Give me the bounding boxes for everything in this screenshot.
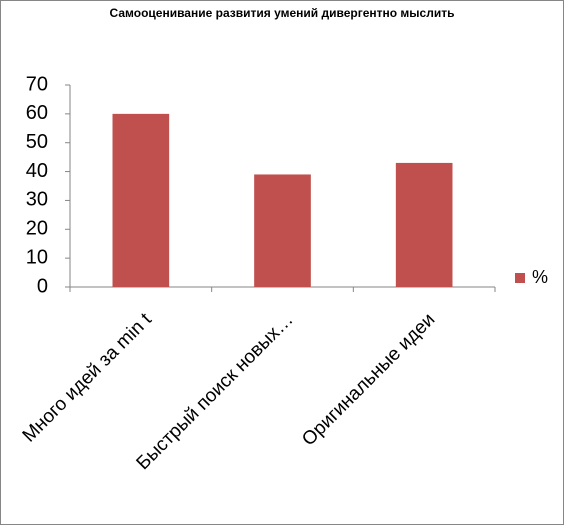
y-tick-label: 20 [26, 218, 48, 240]
y-tick-label: 60 [26, 102, 48, 124]
y-tick-label: 0 [37, 275, 48, 297]
legend-label: % [532, 267, 548, 287]
bar [254, 174, 311, 287]
y-tick-label: 50 [26, 131, 48, 153]
chart-title: Самооценивание развития умений дивергент… [110, 6, 455, 20]
y-tick-label: 40 [26, 160, 48, 182]
y-tick-label: 30 [26, 189, 48, 211]
bar [395, 162, 453, 287]
bar [112, 113, 170, 287]
y-tick-label: 70 [26, 73, 48, 95]
y-tick-label: 10 [26, 246, 48, 268]
legend-swatch [515, 273, 525, 283]
